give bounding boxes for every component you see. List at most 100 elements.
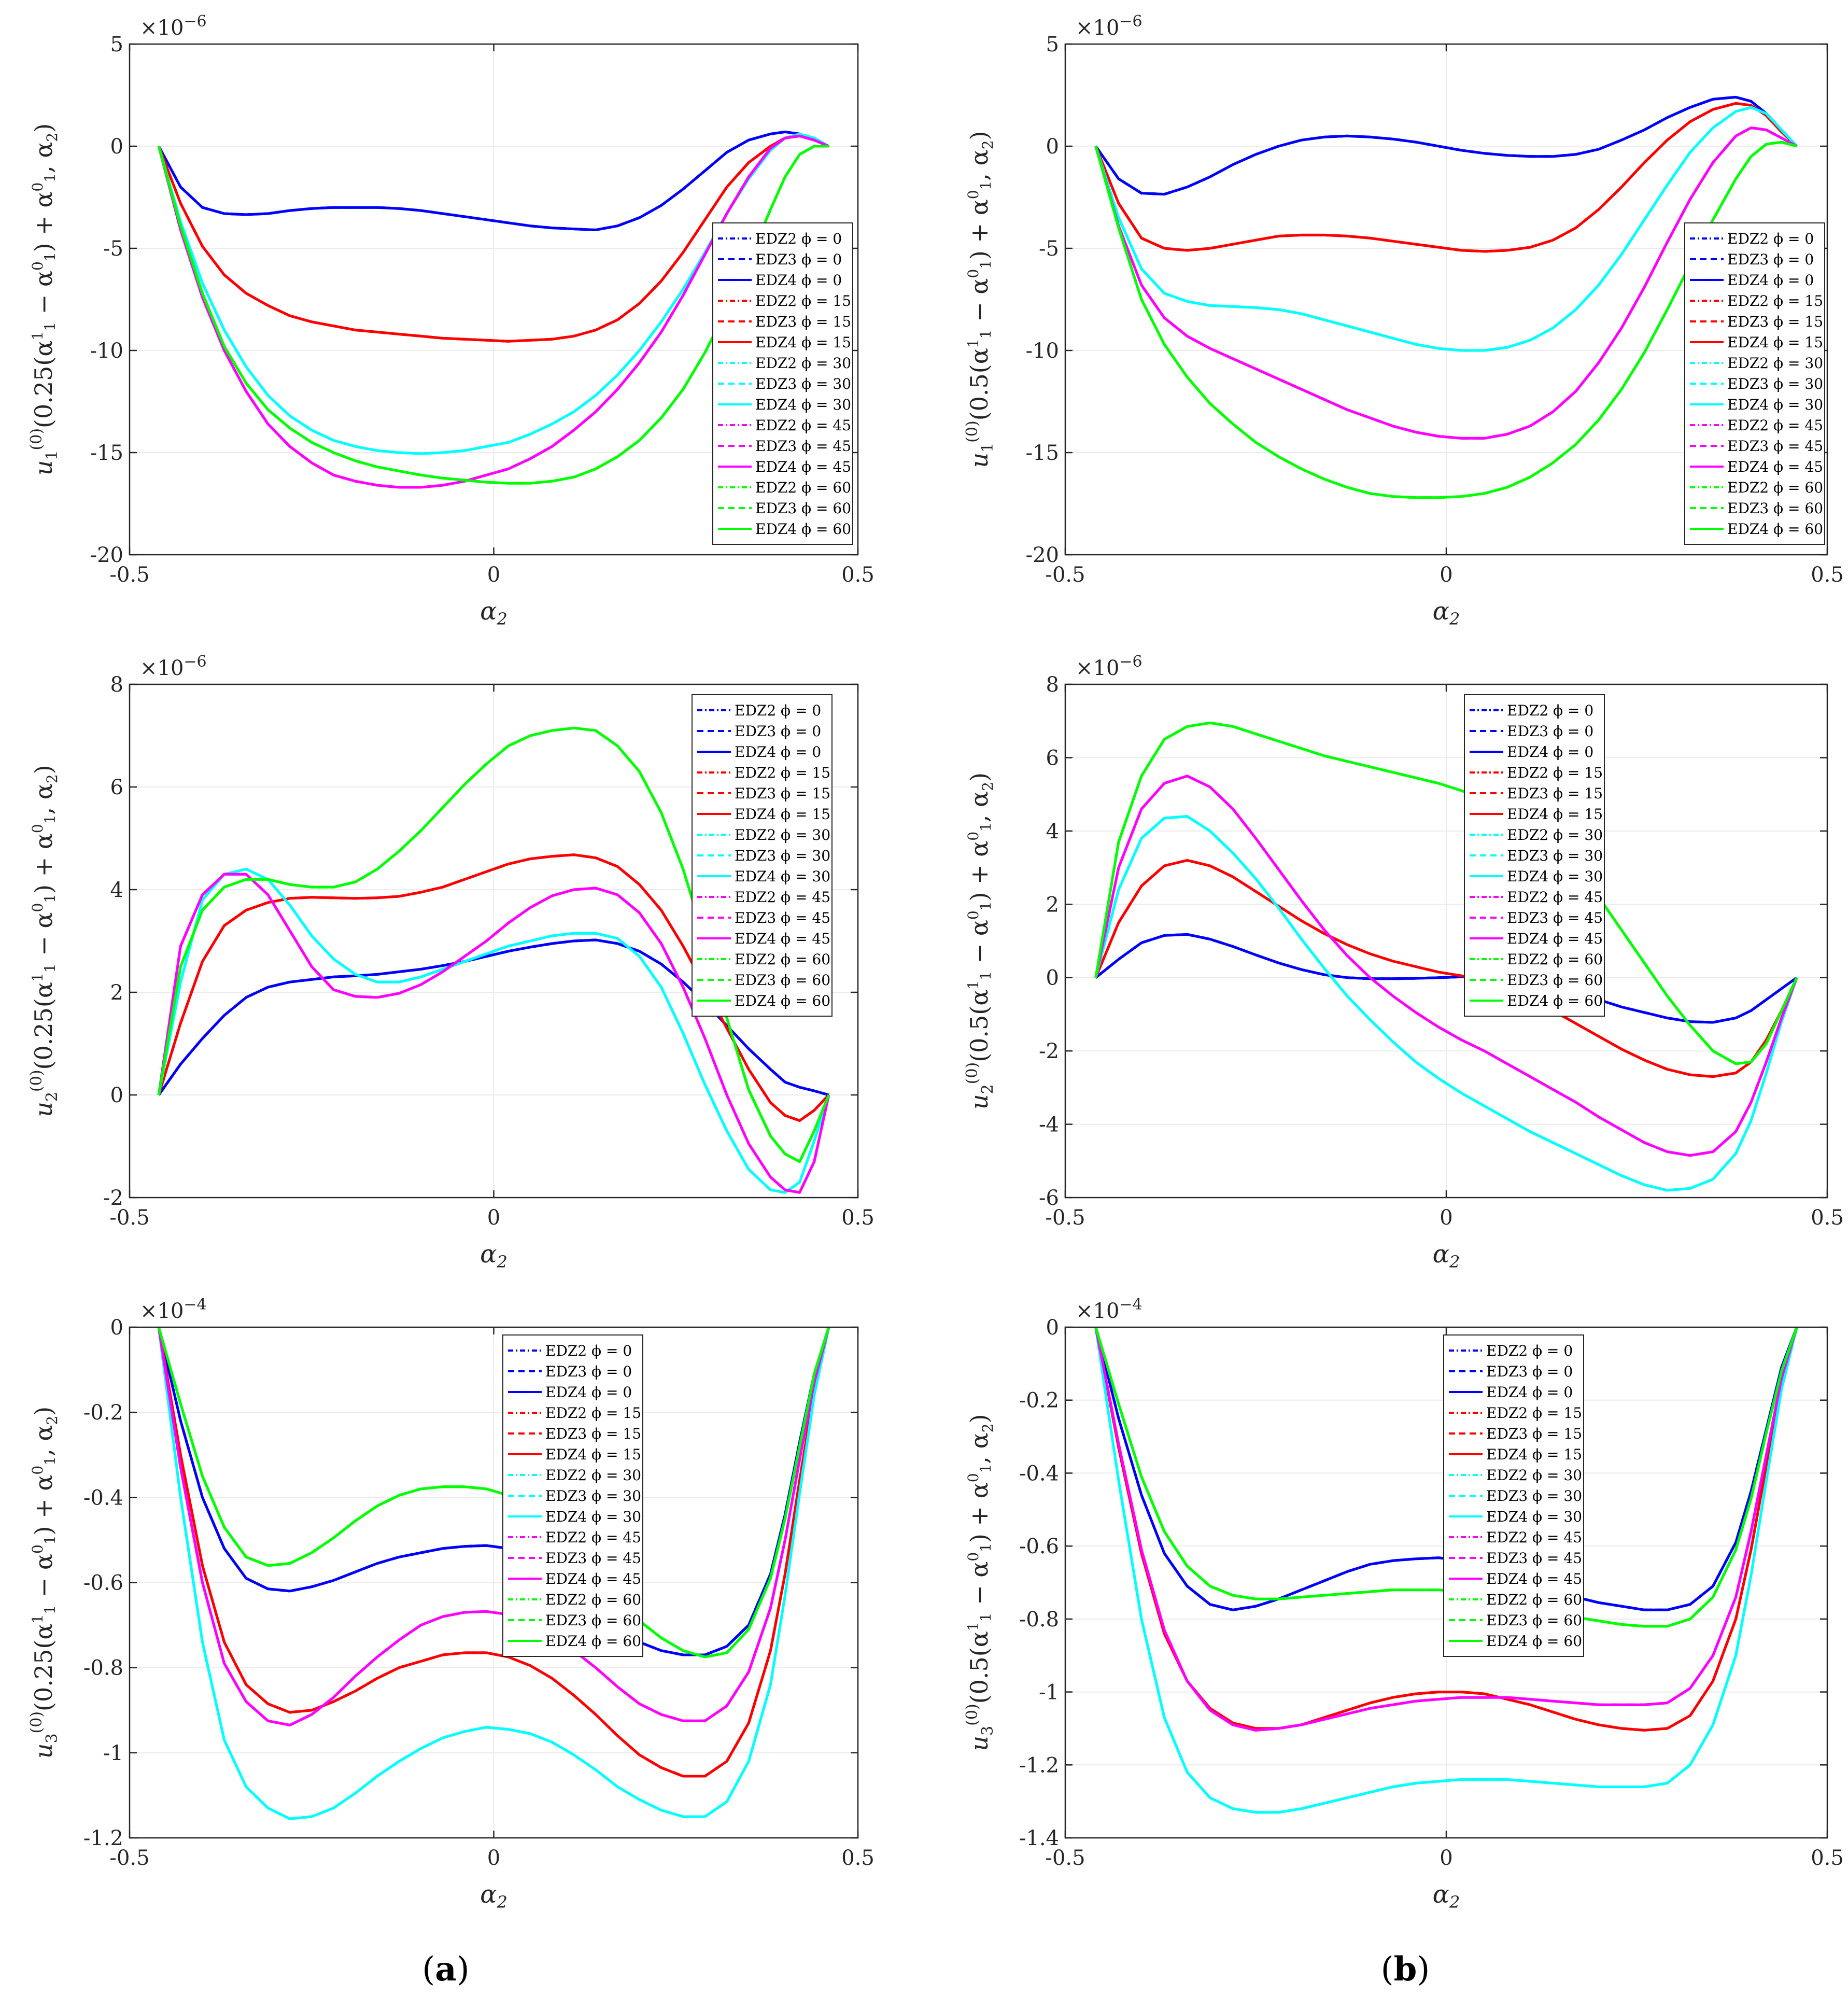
legend-label: EDZ4 ϕ = 60 bbox=[735, 992, 830, 1009]
y-tick-label: -15 bbox=[90, 441, 123, 465]
legend-label: EDZ2 ϕ = 0 bbox=[1507, 702, 1593, 719]
chart-panel-6: -0.5 0 0.5 -1.4 -1.2 -1 -0.8 -0.6 -0.4 -0.2 0 ×10−4… bbox=[963, 1296, 1844, 1912]
series-line-phi15-edz4 bbox=[157, 853, 830, 1122]
axis-multiplier: ×10−6 bbox=[140, 653, 207, 680]
x-tick-label: 0 bbox=[487, 1206, 500, 1230]
y-tick-label: 2 bbox=[1046, 893, 1059, 917]
series-line-phi30-edz4 bbox=[1094, 106, 1798, 352]
series-line-phi30-edz4 bbox=[157, 867, 830, 1194]
legend-label: EDZ3 ϕ = 0 bbox=[1507, 723, 1593, 740]
legend-label: EDZ2 ϕ = 15 bbox=[545, 1404, 641, 1422]
series-line-phi30-edz4 bbox=[1094, 1327, 1798, 1814]
legend-label: EDZ2 ϕ = 30 bbox=[1486, 1467, 1582, 1484]
axis-multiplier: ×10−6 bbox=[140, 12, 207, 40]
legend-label: EDZ2 ϕ = 60 bbox=[1727, 479, 1823, 496]
y-tick-label: 8 bbox=[110, 673, 123, 697]
legend-label: EDZ4 ϕ = 0 bbox=[545, 1384, 632, 1401]
chart-panel-1: -0.5 0 0.5 -20 -15 -10 -5 0 5 ×10−6 α2 u1(0)(0.25(α… bbox=[27, 12, 874, 629]
series-line-phi30-edz4 bbox=[1094, 815, 1798, 1192]
legend-label: EDZ3 ϕ = 15 bbox=[1486, 1425, 1582, 1442]
y-tick-label: 5 bbox=[110, 33, 123, 57]
legend-label: EDZ3 ϕ = 0 bbox=[545, 1363, 632, 1380]
series-line-phi0-edz4 bbox=[157, 130, 829, 231]
legend-label: EDZ4 ϕ = 45 bbox=[1727, 458, 1823, 475]
legend-label: EDZ2 ϕ = 0 bbox=[755, 230, 842, 247]
axis-multiplier: ×10−4 bbox=[1076, 1296, 1142, 1323]
legend-label: EDZ3 ϕ = 45 bbox=[755, 438, 851, 455]
series-line-phi15-edz4 bbox=[1094, 859, 1798, 1078]
x-tick-label: 0 bbox=[1440, 1206, 1452, 1230]
legend-label: EDZ2 ϕ = 45 bbox=[735, 889, 830, 906]
x-axis-label: α2 bbox=[480, 1880, 507, 1912]
series-line-phi45-edz4 bbox=[1094, 775, 1798, 1157]
legend-label: EDZ3 ϕ = 45 bbox=[735, 909, 830, 926]
x-tick-label: 0.5 bbox=[841, 1206, 874, 1230]
legend-label: EDZ3 ϕ = 0 bbox=[1727, 251, 1814, 268]
x-tick-label: -0.5 bbox=[109, 1206, 149, 1230]
legend-label: EDZ3 ϕ = 30 bbox=[735, 847, 830, 864]
legend-box bbox=[1684, 222, 1825, 545]
legend-label: EDZ3 ϕ = 30 bbox=[1507, 847, 1603, 864]
x-tick-label: 0.5 bbox=[841, 563, 874, 587]
y-tick-label: -1.2 bbox=[1019, 1753, 1059, 1777]
panel-label-b: (b) bbox=[1381, 1950, 1430, 1989]
y-tick-label: 0 bbox=[1046, 135, 1059, 159]
y-axis-label: u1(0)(0.5(α11 − α01) + α01, α2) bbox=[963, 131, 997, 468]
y-axis-label: u1(0)(0.25(α11 − α01) + α01, α2) bbox=[27, 123, 61, 475]
legend-label: EDZ3 ϕ = 0 bbox=[1486, 1363, 1573, 1380]
y-tick-label: -20 bbox=[90, 543, 123, 567]
x-tick-label: 0.5 bbox=[1811, 563, 1844, 587]
legend-label: EDZ3 ϕ = 30 bbox=[1486, 1487, 1582, 1505]
x-axis-label: α2 bbox=[480, 1240, 507, 1272]
legend-label: EDZ4 ϕ = 15 bbox=[1486, 1446, 1582, 1463]
legend-label: EDZ4 ϕ = 0 bbox=[1507, 743, 1593, 761]
legend-label: EDZ3 ϕ = 15 bbox=[755, 313, 851, 330]
legend-label: EDZ4 ϕ = 15 bbox=[1727, 334, 1823, 351]
y-tick-label: 8 bbox=[1046, 673, 1059, 697]
legend-label: EDZ2 ϕ = 60 bbox=[545, 1591, 641, 1608]
legend-label: EDZ4 ϕ = 0 bbox=[1486, 1384, 1573, 1401]
legend-label: EDZ3 ϕ = 30 bbox=[755, 375, 851, 392]
legend-label: EDZ3 ϕ = 15 bbox=[1727, 313, 1823, 330]
legend: EDZ2 ϕ = 0 EDZ3 ϕ = 0 EDZ4 ϕ = 0 EDZ2 ϕ = 1… bbox=[1684, 222, 1825, 545]
y-tick-label: -0.8 bbox=[1019, 1608, 1059, 1632]
axis-multiplier: ×10−6 bbox=[1076, 653, 1142, 680]
legend-label: EDZ3 ϕ = 60 bbox=[1486, 1612, 1582, 1629]
y-tick-label: -0.2 bbox=[1019, 1389, 1059, 1413]
legend-label: EDZ2 ϕ = 0 bbox=[1727, 230, 1814, 247]
series-line-phi15-edz4 bbox=[1094, 102, 1798, 253]
y-tick-label: -5 bbox=[103, 237, 123, 261]
y-tick-label: 6 bbox=[1046, 746, 1059, 770]
legend-label: EDZ3 ϕ = 0 bbox=[735, 723, 821, 740]
legend: EDZ2 ϕ = 0 EDZ3 ϕ = 0 EDZ4 ϕ = 0 EDZ2 ϕ = 1… bbox=[1443, 1334, 1584, 1657]
x-tick-label: 0.5 bbox=[1811, 1846, 1844, 1870]
y-tick-label: -1 bbox=[103, 1741, 123, 1765]
y-tick-label: 0 bbox=[1046, 1316, 1059, 1340]
legend-label: EDZ2 ϕ = 15 bbox=[755, 292, 851, 310]
legend-label: EDZ2 ϕ = 60 bbox=[1507, 951, 1603, 968]
legend-label: EDZ3 ϕ = 60 bbox=[545, 1612, 641, 1629]
y-tick-label: -0.4 bbox=[83, 1486, 123, 1510]
legend-label: EDZ2 ϕ = 45 bbox=[1507, 889, 1603, 906]
legend-label: EDZ2 ϕ = 15 bbox=[1727, 292, 1823, 310]
legend-label: EDZ4 ϕ = 30 bbox=[1486, 1508, 1582, 1525]
legend: EDZ2 ϕ = 0 EDZ3 ϕ = 0 EDZ4 ϕ = 0 EDZ2 ϕ = 1… bbox=[502, 1334, 643, 1657]
y-tick-label: 0 bbox=[110, 1084, 123, 1107]
legend-label: EDZ2 ϕ = 45 bbox=[1486, 1529, 1582, 1546]
series-line-phi45-edz4 bbox=[157, 873, 830, 1194]
legend-label: EDZ2 ϕ = 45 bbox=[1727, 417, 1823, 434]
legend-label: EDZ4 ϕ = 60 bbox=[1486, 1633, 1582, 1650]
legend-label: EDZ4 ϕ = 30 bbox=[755, 396, 851, 413]
legend-label: EDZ3 ϕ = 45 bbox=[545, 1550, 641, 1567]
legend-label: EDZ3 ϕ = 15 bbox=[1507, 785, 1603, 802]
legend-label: EDZ2 ϕ = 15 bbox=[1507, 764, 1603, 781]
series-line-phi45-edz4 bbox=[1094, 1327, 1798, 1732]
legend-label: EDZ4 ϕ = 0 bbox=[735, 743, 821, 761]
y-axis-label: u2(0)(0.25(α11 − α01) + α01, α2) bbox=[27, 765, 61, 1117]
legend-label: EDZ3 ϕ = 45 bbox=[1727, 438, 1823, 455]
legend-label: EDZ2 ϕ = 60 bbox=[1486, 1591, 1582, 1608]
y-tick-label: -10 bbox=[1026, 339, 1059, 363]
series-line-phi60-edz4 bbox=[1094, 721, 1798, 1065]
series-line-phi15-edz4 bbox=[157, 1327, 830, 1778]
legend-label: EDZ4 ϕ = 60 bbox=[1507, 992, 1603, 1009]
